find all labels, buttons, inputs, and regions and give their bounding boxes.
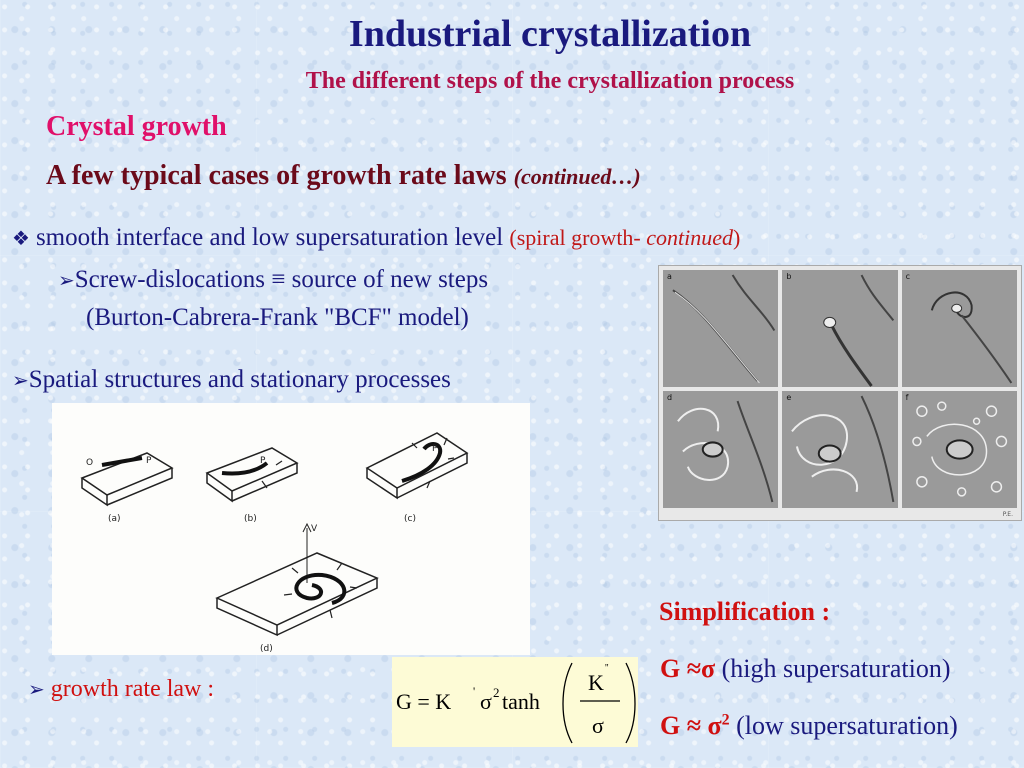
afm-panel-label: c [905, 272, 911, 281]
formula-prime: ' [473, 684, 475, 698]
afm-panel-label: d [667, 393, 673, 402]
sub-bullet-screw-dislocations: ➢Screw-dislocations ≡ source of new step… [58, 266, 488, 294]
growth-rate-law-text: growth rate law : [50, 676, 215, 702]
sub-bullet-bcf-model: (Burton-Cabrera-Frank "BCF" model) [86, 304, 469, 331]
simplification-high: G ≈σ (high supersaturation) [660, 654, 951, 684]
simplification-low-formula: G ≈ σ [660, 711, 722, 740]
formula-numerator: K [588, 670, 604, 695]
arrow-bullet-icon: ➢ [58, 268, 75, 292]
slide-title: Industrial crystallization [348, 13, 752, 55]
bullet-text: smooth interface and low supersaturation… [35, 224, 510, 251]
afm-panel-a: a [663, 270, 779, 387]
afm-micrograph-figure: a b c d [658, 265, 1022, 521]
afm-panel-d: d [663, 391, 779, 508]
simplification-high-text: (high supersaturation) [715, 654, 951, 683]
bullet-paren-close: ) [733, 225, 741, 250]
sketch-label-p: P [432, 444, 438, 454]
arrow-bullet-icon: ➢ [28, 677, 45, 701]
simplification-high-formula: G ≈σ [660, 654, 716, 683]
sub-bullet-text: Screw-dislocations ≡ source of new steps [74, 266, 489, 293]
topic-heading-continued: (continued…) [513, 164, 641, 189]
sketch-label-p: P [146, 456, 152, 466]
bullet-paren-italic: continued [646, 225, 734, 250]
sketch-label-p: P [260, 456, 266, 466]
growth-rate-law-label: ➢ growth rate law : [28, 676, 214, 703]
slide-subtitle: The different steps of the crystallizati… [305, 68, 795, 94]
simplification-low: G ≈ σ2 (low supersaturation) [660, 711, 958, 741]
section-heading: Crystal growth [46, 111, 227, 142]
afm-credit: P.E. [1002, 511, 1013, 518]
sketch-label-o: O [86, 458, 93, 468]
simplification-title: Simplification : [659, 597, 831, 626]
afm-panel-c: c [901, 270, 1017, 387]
afm-panel-label: a [667, 272, 672, 281]
sketch-caption-c: (c) [404, 514, 416, 524]
topic-heading: A few typical cases of growth rate laws … [46, 160, 641, 192]
simplification-low-exponent: 2 [721, 711, 730, 729]
afm-panel-e: e [782, 391, 898, 508]
sub-bullet-spatial-structures: ➢Spatial structures and stationary proce… [12, 366, 451, 394]
simplification-low-text: (low supersaturation) [729, 711, 958, 740]
bullet-smooth-interface: ❖ smooth interface and low supersaturatio… [12, 224, 740, 252]
afm-panel-f: f [901, 391, 1017, 508]
sketch-caption-b: (b) [244, 514, 257, 524]
sub-bullet-text: Spatial structures and stationary proces… [28, 366, 451, 393]
afm-panel-label: e [786, 393, 792, 402]
arrow-bullet-icon: ➢ [12, 368, 29, 392]
formula-numerator-prime: '' [605, 663, 609, 674]
afm-panel-label: f [905, 393, 909, 402]
afm-panel-label: b [786, 272, 792, 281]
sketch-caption-d: (d) [260, 644, 273, 654]
formula-tanh: tanh [502, 689, 540, 714]
growth-rate-formula: G = K ' σ 2 tanh K '' σ [392, 657, 638, 747]
sketch-label-v: V [311, 524, 318, 534]
topic-heading-text: A few typical cases of growth rate laws [46, 160, 514, 191]
formula-sigma: σ [480, 689, 492, 714]
bullet-paren-open: (spiral growth- [509, 225, 647, 250]
formula-denominator: σ [592, 713, 604, 738]
formula-lhs: G = K [396, 689, 451, 714]
sketch-caption-a: (a) [108, 514, 121, 524]
diamond-bullet-icon: ❖ [12, 228, 30, 250]
formula-square: 2 [493, 685, 500, 700]
afm-panel-b: b [782, 270, 898, 387]
spiral-growth-sketch: O P P P V (a) (b) (c) (d) [52, 403, 530, 655]
